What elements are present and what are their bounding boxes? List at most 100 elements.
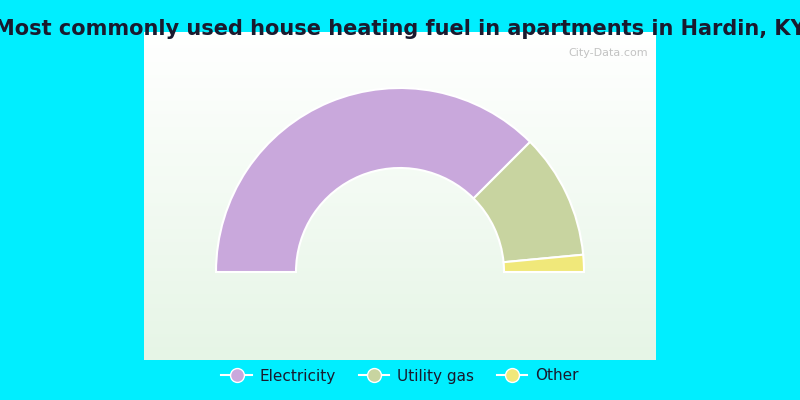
Bar: [144, 38, 656, 42]
Bar: [144, 108, 656, 111]
Bar: [144, 199, 656, 202]
Wedge shape: [216, 88, 530, 272]
Bar: [144, 347, 656, 350]
Bar: [144, 150, 656, 153]
Bar: [144, 298, 656, 301]
Bar: [144, 232, 656, 235]
Text: Most commonly used house heating fuel in apartments in Hardin, KY: Most commonly used house heating fuel in…: [0, 19, 800, 39]
Bar: [144, 308, 656, 311]
Bar: [144, 219, 656, 222]
Bar: [144, 334, 656, 337]
Bar: [144, 183, 656, 186]
Bar: [144, 127, 656, 130]
Bar: [144, 173, 656, 176]
Bar: [144, 242, 656, 245]
Bar: [144, 212, 656, 216]
Bar: [144, 134, 656, 137]
Bar: [144, 354, 656, 357]
Bar: [144, 321, 656, 324]
Bar: [144, 120, 656, 124]
Bar: [144, 284, 656, 288]
Bar: [144, 98, 656, 101]
Bar: [144, 350, 656, 354]
Bar: [144, 245, 656, 248]
Bar: [144, 137, 656, 140]
Bar: [144, 176, 656, 180]
Bar: [144, 55, 656, 58]
Bar: [144, 65, 656, 68]
Bar: [144, 104, 656, 108]
Bar: [144, 163, 656, 166]
Bar: [144, 157, 656, 160]
Bar: [144, 291, 656, 294]
Bar: [144, 301, 656, 304]
Bar: [144, 117, 656, 120]
Bar: [144, 193, 656, 196]
Bar: [144, 101, 656, 104]
Bar: [144, 278, 656, 281]
Bar: [144, 229, 656, 232]
Bar: [144, 265, 656, 268]
Bar: [144, 304, 656, 308]
Bar: [144, 272, 656, 275]
Bar: [144, 140, 656, 144]
Bar: [144, 262, 656, 265]
Bar: [144, 88, 656, 91]
Bar: [144, 252, 656, 255]
Bar: [144, 186, 656, 190]
Wedge shape: [503, 255, 584, 272]
Legend: Electricity, Utility gas, Other: Electricity, Utility gas, Other: [215, 362, 585, 390]
Bar: [144, 114, 656, 117]
Bar: [144, 337, 656, 340]
Bar: [144, 268, 656, 272]
Bar: [144, 81, 656, 84]
Bar: [144, 58, 656, 62]
Bar: [144, 180, 656, 183]
Bar: [144, 130, 656, 134]
Bar: [144, 75, 656, 78]
Bar: [144, 196, 656, 199]
Bar: [144, 226, 656, 229]
Bar: [144, 275, 656, 278]
Bar: [144, 209, 656, 212]
Bar: [144, 147, 656, 150]
Bar: [144, 91, 656, 94]
Bar: [144, 258, 656, 262]
Bar: [144, 294, 656, 298]
Bar: [144, 71, 656, 75]
Bar: [144, 248, 656, 252]
Bar: [144, 239, 656, 242]
Bar: [144, 84, 656, 88]
Bar: [144, 327, 656, 330]
Bar: [144, 48, 656, 52]
Bar: [144, 357, 656, 360]
Bar: [144, 62, 656, 65]
Bar: [144, 170, 656, 173]
Wedge shape: [474, 142, 583, 262]
Bar: [144, 190, 656, 193]
Bar: [144, 35, 656, 38]
Bar: [144, 344, 656, 347]
Bar: [144, 124, 656, 127]
Bar: [144, 78, 656, 81]
Bar: [144, 317, 656, 321]
Bar: [144, 153, 656, 157]
Bar: [144, 330, 656, 334]
Bar: [144, 45, 656, 48]
Bar: [144, 255, 656, 258]
Bar: [144, 68, 656, 71]
Bar: [144, 166, 656, 170]
Bar: [144, 94, 656, 98]
Bar: [144, 288, 656, 291]
Bar: [144, 281, 656, 284]
Bar: [144, 324, 656, 327]
Bar: [144, 206, 656, 209]
Bar: [144, 32, 656, 35]
Bar: [144, 160, 656, 163]
Bar: [144, 216, 656, 219]
Bar: [144, 222, 656, 226]
Bar: [144, 52, 656, 55]
Text: City-Data.com: City-Data.com: [568, 48, 648, 58]
Bar: [144, 202, 656, 206]
Bar: [144, 111, 656, 114]
